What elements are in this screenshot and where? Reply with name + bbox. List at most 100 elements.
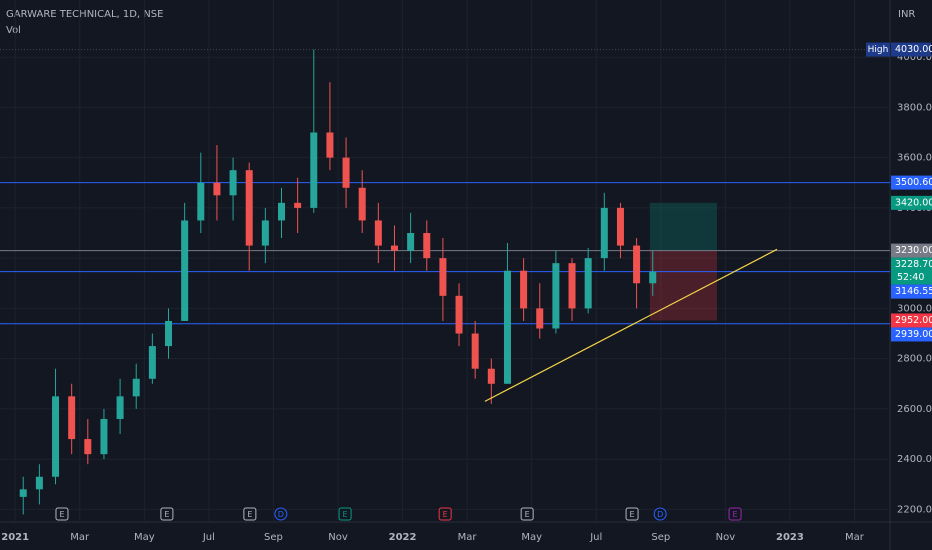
event-icon — [438, 507, 452, 521]
x-tick-label: Nov — [716, 532, 736, 543]
high-price-badge — [891, 42, 931, 57]
candle-body — [600, 207, 608, 259]
y-tick-label: 2800.00 — [897, 354, 932, 365]
candle-body — [181, 220, 189, 321]
x-tick-label: May — [134, 532, 155, 543]
candle-body — [35, 476, 43, 490]
price-label-badge — [891, 243, 932, 258]
price-label: 2952.00 — [895, 315, 932, 326]
y-tick-label: 3600.00 — [897, 153, 932, 164]
event-label: E — [443, 510, 448, 519]
x-tick-label: Sep — [651, 532, 670, 543]
countdown: 52:40 — [897, 272, 924, 283]
event-icon — [274, 507, 288, 521]
candle-body — [616, 207, 624, 246]
position-stop-zone — [649, 250, 717, 321]
candle-body — [84, 439, 92, 455]
candle-body — [310, 132, 318, 208]
candle-body — [358, 187, 366, 221]
candle-body — [52, 396, 60, 477]
price-label-badge — [891, 327, 932, 342]
price-label-badge — [891, 195, 932, 210]
price-label: 3230.00 — [895, 245, 932, 256]
event-label: E — [343, 510, 348, 519]
price-label: 3146.55 — [895, 286, 932, 297]
event-icon — [520, 507, 534, 521]
x-tick-label: 2021 — [1, 532, 29, 543]
candle-body — [294, 202, 302, 208]
x-tick-label: May — [521, 532, 542, 543]
event-icon — [728, 507, 742, 521]
price-label-badge — [891, 257, 932, 285]
event-label: D — [657, 510, 663, 519]
candle-body — [261, 220, 269, 246]
event-label: D — [278, 510, 284, 519]
price-label: 2939.00 — [895, 329, 932, 340]
price-label-badge — [891, 313, 932, 328]
candle-body — [503, 270, 511, 384]
y-tick-label: 2600.00 — [897, 404, 932, 415]
price-label: 3500.60 — [895, 177, 932, 188]
x-tick-label: Sep — [264, 532, 283, 543]
chart-title: GARWARE TECHNICAL, 1D, NSE — [6, 9, 163, 20]
candle-body — [229, 170, 237, 196]
candle-body — [19, 489, 27, 497]
price-label-badge — [891, 175, 932, 190]
candle-body — [439, 258, 447, 296]
event-label: E — [630, 510, 635, 519]
event-icon — [55, 507, 69, 521]
event-icon — [625, 507, 639, 521]
y-tick-label: 2200.00 — [897, 504, 932, 515]
candle-body — [407, 233, 415, 251]
event-icon — [653, 507, 667, 521]
candle-body — [326, 132, 334, 158]
x-tick-label: Mar — [458, 532, 478, 543]
x-tick-label: Mar — [70, 532, 90, 543]
y-tick-label: 4000.00 — [897, 52, 932, 63]
x-tick-label: Jul — [202, 532, 215, 543]
candle-body — [536, 308, 544, 329]
volume-label: Vol — [6, 25, 21, 36]
event-label: E — [247, 510, 252, 519]
candle-body — [68, 396, 76, 440]
candle-body — [245, 170, 253, 246]
event-label: E — [164, 510, 169, 519]
trendline — [484, 248, 778, 402]
price-label: 3420.00 — [895, 197, 932, 208]
candle-body — [633, 245, 641, 284]
high-badge — [866, 42, 890, 57]
candle-body — [100, 418, 108, 455]
candle-body — [374, 220, 382, 246]
candle-body — [197, 182, 205, 221]
price-label-badge — [891, 284, 932, 299]
high-title: High — [868, 45, 889, 55]
event-label: E — [733, 510, 738, 519]
candle-body — [116, 396, 124, 419]
x-tick-label: 2022 — [389, 532, 417, 543]
candle-body — [568, 263, 576, 309]
candle-body — [552, 263, 560, 329]
x-tick-label: Nov — [328, 532, 348, 543]
candle-body — [165, 320, 173, 347]
candle-body — [132, 378, 140, 397]
candle-body — [487, 368, 495, 384]
currency: INR — [898, 9, 915, 20]
x-tick-label: Mar — [845, 532, 865, 543]
x-tick-label: 2023 — [776, 532, 804, 543]
candle-body — [471, 333, 479, 369]
price-label: 3228.70 — [895, 259, 932, 270]
candle-body — [584, 258, 592, 309]
candle-body — [342, 157, 350, 188]
event-icon — [243, 507, 257, 521]
y-tick-label: 3800.00 — [897, 102, 932, 113]
candle-body — [455, 295, 463, 334]
event-label: E — [59, 510, 64, 519]
x-tick-label: Jul — [589, 532, 602, 543]
candle-body — [520, 270, 528, 309]
candle-body — [213, 182, 221, 196]
position-target-zone — [649, 202, 717, 251]
candle-body — [148, 346, 156, 379]
y-tick-label: 2400.00 — [897, 454, 932, 465]
